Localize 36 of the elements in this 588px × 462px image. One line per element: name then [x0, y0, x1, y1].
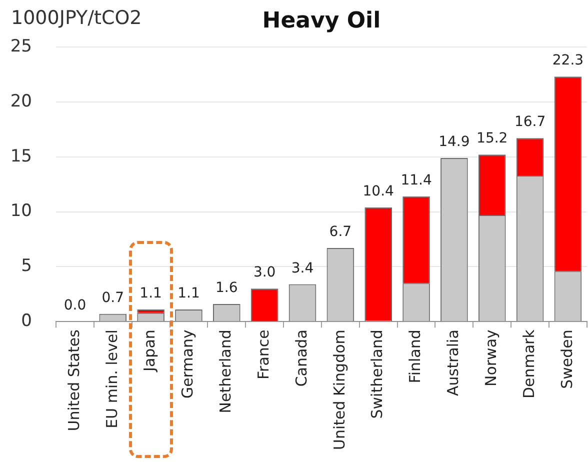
x-tick-label: France [254, 330, 272, 380]
y-tick-label: 5 [21, 256, 32, 276]
y-axis-title: 1000JPY/tCO2 [11, 6, 142, 29]
total-label: 0.0 [64, 298, 86, 314]
chart-title: Heavy Oil [262, 8, 381, 34]
x-tick-label: Canada [292, 330, 310, 387]
x-tick-label: EU min. level [102, 330, 121, 428]
total-label: 10.4 [362, 183, 394, 200]
x-tick-label: Germany [178, 329, 197, 399]
total-label: 1.1 [140, 286, 162, 302]
total-label: 14.9 [438, 134, 470, 150]
total-label: 16.7 [514, 114, 546, 130]
y-tick-label: 10 [10, 201, 32, 222]
x-tick-label: Denmark [520, 329, 538, 399]
x-tick-label: Australia [444, 330, 462, 396]
y-tick-label: 20 [10, 91, 32, 112]
x-tick-label: United States [64, 329, 83, 432]
x-tick-label: Switherland [368, 330, 386, 419]
y-tick-label: 0 [21, 311, 32, 332]
total-label: 3.0 [253, 264, 276, 281]
x-tick-label: United Kingdom [330, 330, 348, 450]
x-tick-label: Netherland [216, 330, 235, 414]
total-label: 6.7 [329, 224, 352, 240]
x-tick-label: Finland [406, 330, 424, 384]
x-tick-label: Japan [140, 330, 159, 372]
total-label: 15.2 [476, 130, 508, 147]
total-label: 1.1 [178, 286, 200, 302]
total-label: 3.4 [291, 260, 314, 276]
x-tick-label: Sweden [558, 330, 576, 389]
x-tick-label: Norway [482, 329, 500, 387]
total-label: 0.7 [102, 290, 124, 306]
total-label: 11.4 [400, 172, 432, 188]
total-label: 22.3 [552, 52, 584, 69]
y-tick-label: 25 [10, 36, 32, 56]
total-label: 1.6 [216, 280, 238, 296]
y-tick-label: 15 [10, 146, 32, 166]
